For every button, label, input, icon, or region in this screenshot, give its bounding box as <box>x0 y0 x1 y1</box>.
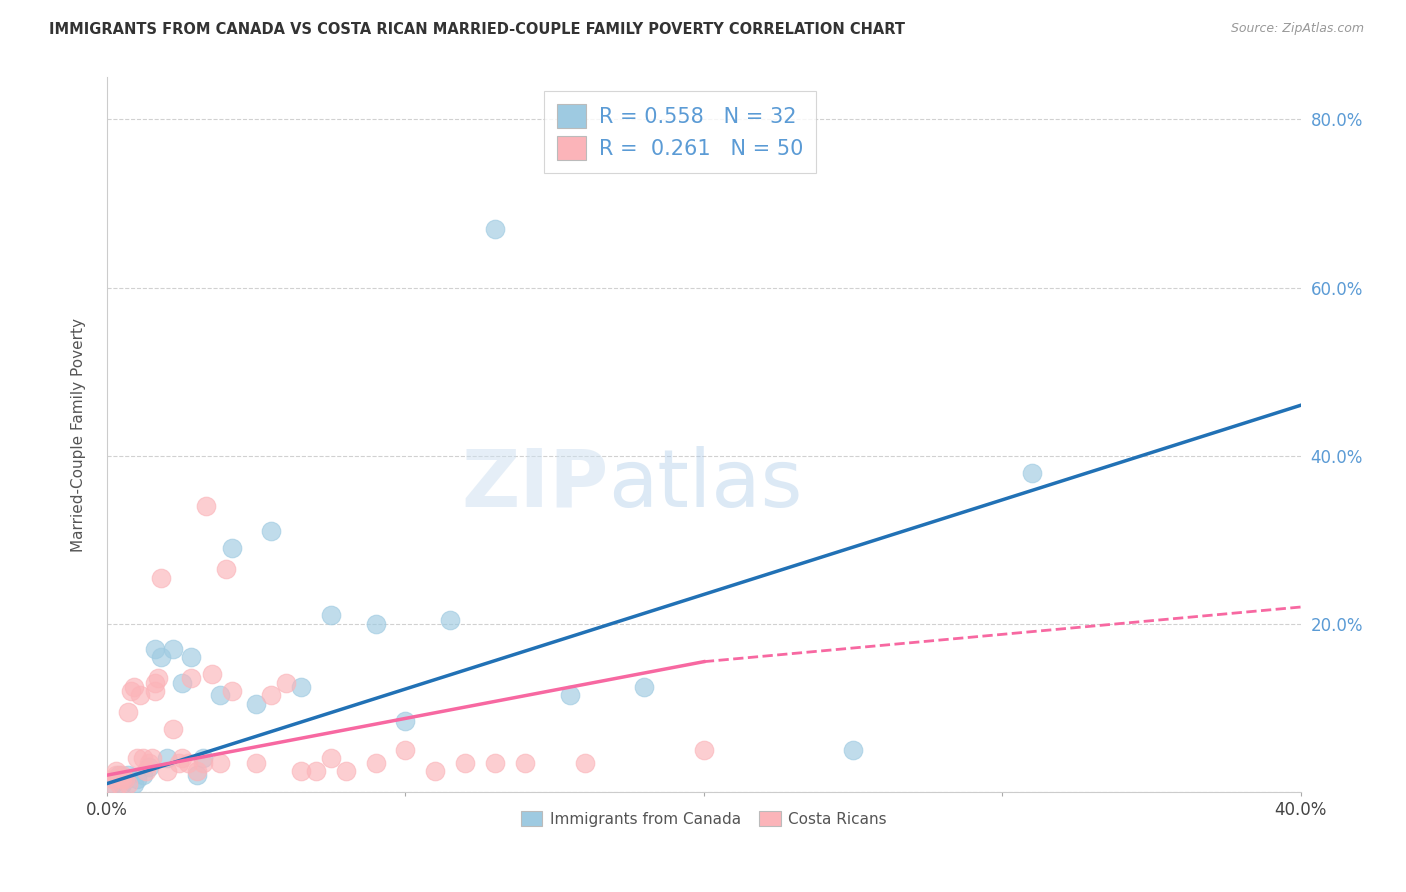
Point <box>132 751 155 765</box>
Point <box>125 772 148 787</box>
Point <box>194 499 217 513</box>
Point <box>191 756 214 770</box>
Point <box>117 705 139 719</box>
Point <box>149 571 172 585</box>
Point <box>209 756 232 770</box>
Point <box>191 751 214 765</box>
Point <box>274 675 297 690</box>
Point <box>221 684 243 698</box>
Point <box>245 756 267 770</box>
Point <box>170 751 193 765</box>
Point <box>138 760 160 774</box>
Point <box>128 688 150 702</box>
Point <box>156 764 179 778</box>
Point <box>319 751 342 765</box>
Point <box>180 650 202 665</box>
Point <box>454 756 477 770</box>
Point <box>186 764 208 778</box>
Point <box>425 764 447 778</box>
Point <box>117 768 139 782</box>
Point <box>149 650 172 665</box>
Point <box>290 680 312 694</box>
Point <box>200 667 222 681</box>
Point <box>170 675 193 690</box>
Point <box>101 772 124 787</box>
Point <box>245 697 267 711</box>
Point <box>209 688 232 702</box>
Point <box>221 541 243 556</box>
Point <box>693 743 716 757</box>
Point <box>122 776 145 790</box>
Point <box>162 722 184 736</box>
Point <box>108 768 131 782</box>
Point <box>111 776 134 790</box>
Point <box>138 756 160 770</box>
Point <box>111 768 134 782</box>
Point <box>260 524 283 539</box>
Text: IMMIGRANTS FROM CANADA VS COSTA RICAN MARRIED-COUPLE FAMILY POVERTY CORRELATION : IMMIGRANTS FROM CANADA VS COSTA RICAN MA… <box>49 22 905 37</box>
Point <box>484 221 506 235</box>
Point <box>114 772 136 787</box>
Point <box>290 764 312 778</box>
Y-axis label: Married-Couple Family Poverty: Married-Couple Family Poverty <box>72 318 86 551</box>
Point <box>143 675 166 690</box>
Point <box>122 680 145 694</box>
Point <box>162 642 184 657</box>
Point <box>117 776 139 790</box>
Point <box>105 764 128 778</box>
Legend: Immigrants from Canada, Costa Ricans: Immigrants from Canada, Costa Ricans <box>513 803 894 834</box>
Point <box>186 768 208 782</box>
Point <box>1021 466 1043 480</box>
Point <box>108 776 131 790</box>
Point <box>156 751 179 765</box>
Point <box>111 772 134 787</box>
Point <box>394 714 416 728</box>
Point <box>114 772 136 787</box>
Point <box>558 688 581 702</box>
Point <box>574 756 596 770</box>
Point <box>319 608 342 623</box>
Point <box>439 613 461 627</box>
Point <box>180 672 202 686</box>
Point <box>513 756 536 770</box>
Point <box>120 684 142 698</box>
Point <box>135 764 157 778</box>
Text: atlas: atlas <box>609 446 803 524</box>
Point <box>101 776 124 790</box>
Text: Source: ZipAtlas.com: Source: ZipAtlas.com <box>1230 22 1364 36</box>
Point <box>143 642 166 657</box>
Point <box>364 756 387 770</box>
Text: ZIP: ZIP <box>461 446 609 524</box>
Point <box>394 743 416 757</box>
Point <box>132 768 155 782</box>
Point <box>146 672 169 686</box>
Point <box>141 751 163 765</box>
Point <box>105 768 128 782</box>
Point <box>484 756 506 770</box>
Point <box>125 751 148 765</box>
Point <box>335 764 357 778</box>
Point <box>105 772 128 787</box>
Point <box>260 688 283 702</box>
Point <box>176 756 198 770</box>
Point <box>364 616 387 631</box>
Point <box>98 776 121 790</box>
Point <box>215 562 238 576</box>
Point <box>305 764 328 778</box>
Point <box>167 756 190 770</box>
Point <box>143 684 166 698</box>
Point <box>633 680 655 694</box>
Point <box>842 743 865 757</box>
